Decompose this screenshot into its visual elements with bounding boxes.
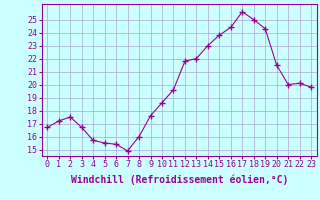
X-axis label: Windchill (Refroidissement éolien,°C): Windchill (Refroidissement éolien,°C) bbox=[70, 175, 288, 185]
